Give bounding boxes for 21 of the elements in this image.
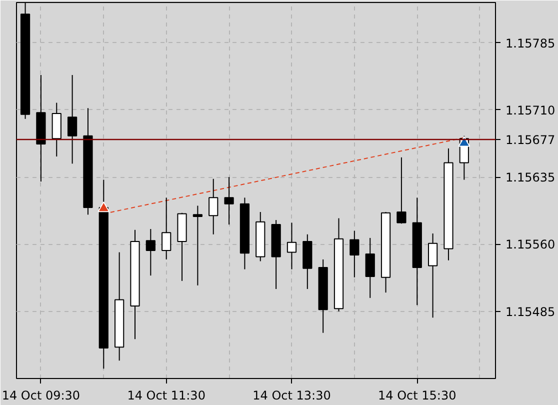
y-tick-label: 1.15785 bbox=[506, 36, 556, 50]
y-tick-label: 1.15710 bbox=[506, 103, 556, 118]
candlestick bbox=[208, 178, 218, 235]
candlestick bbox=[365, 237, 375, 298]
x-tick-label: 14 Oct 13:30 bbox=[252, 388, 331, 402]
candlestick bbox=[162, 197, 172, 260]
x-tick-label: 14 Oct 11:30 bbox=[127, 388, 206, 402]
candlestick bbox=[146, 228, 156, 276]
candlestick bbox=[396, 156, 406, 224]
ref-line-label: 1.15677 bbox=[506, 132, 556, 147]
y-tick-label: 1.15560 bbox=[506, 238, 556, 252]
y-tick-label: 1.15635 bbox=[506, 170, 556, 185]
x-tick-label: 14 Oct 09:30 bbox=[2, 388, 80, 402]
candlestick bbox=[428, 232, 438, 318]
y-tick-label: 1.15485 bbox=[506, 304, 556, 319]
candlestick bbox=[286, 222, 297, 270]
candlestick bbox=[67, 74, 78, 164]
candlestick bbox=[192, 205, 203, 286]
candlestick bbox=[224, 176, 234, 226]
candlestick bbox=[350, 230, 360, 278]
x-tick-label: 14 Oct 15:30 bbox=[378, 388, 456, 402]
